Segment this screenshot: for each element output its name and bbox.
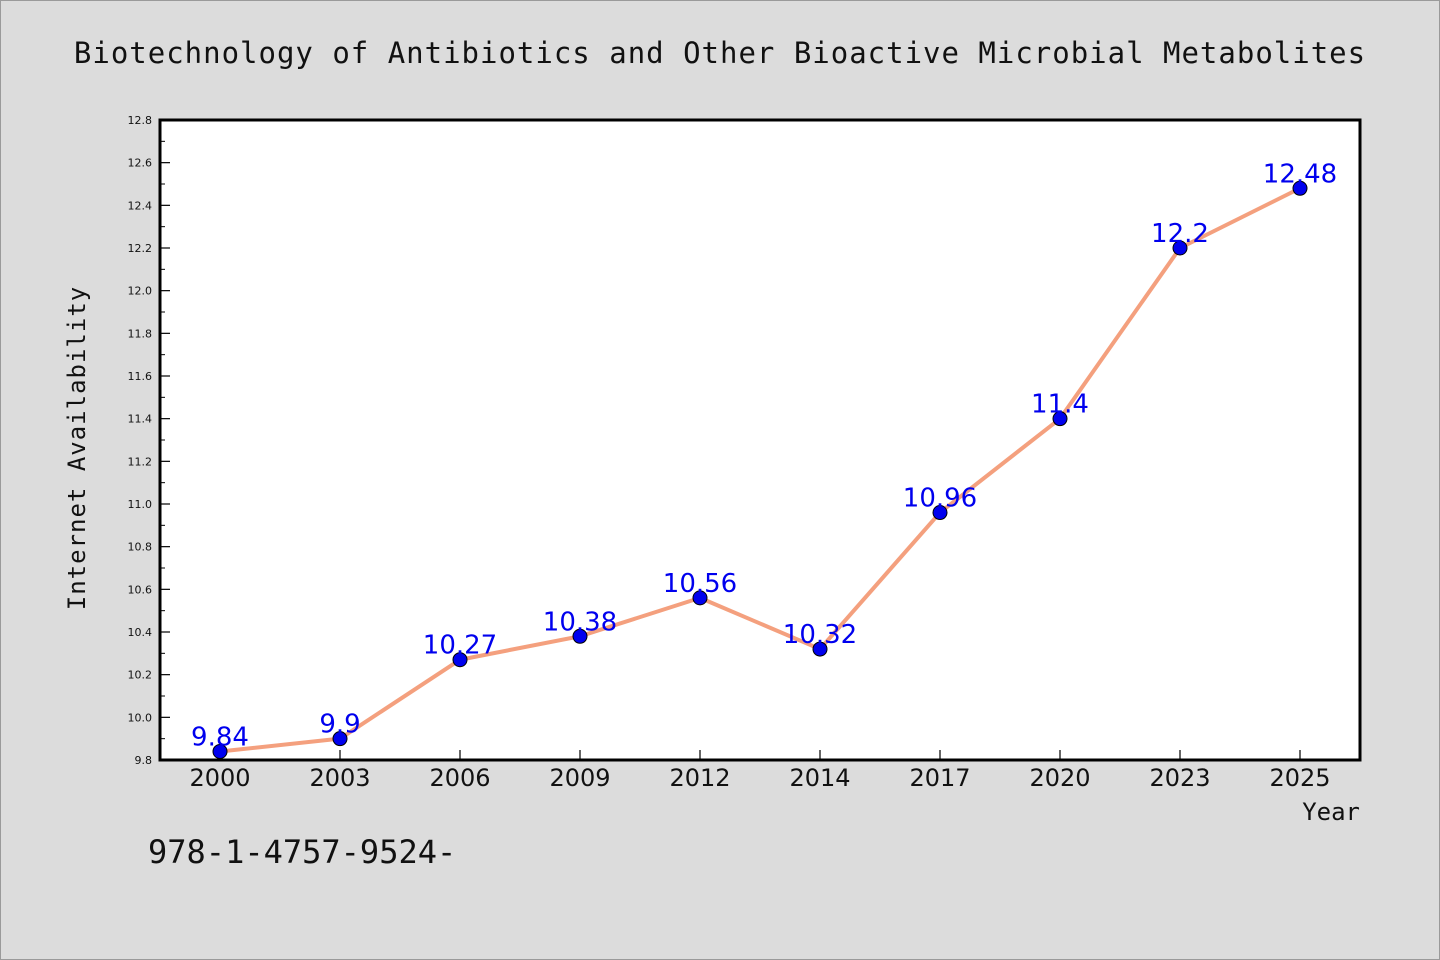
data-point <box>1292 180 1308 196</box>
isbn-text: 978-1-4757-9524- <box>148 833 456 871</box>
data-point <box>692 590 708 606</box>
y-tick-label: 10.8 <box>128 541 153 554</box>
x-tick-label: 2012 <box>669 764 730 792</box>
series-line: 9.84 9.9 10.27 10.38 10.56 10.32 10.96 11.4 12.2… <box>191 159 1337 759</box>
data-label: 11.4 <box>1031 390 1089 420</box>
y-tick-label: 12.2 <box>128 242 153 255</box>
y-axis-label: Internet Availability <box>63 286 91 610</box>
x-axis: 2000 2003 2006 2009 2012 2014 2017 2020 2023 2025 <box>189 750 1331 792</box>
data-point <box>932 505 948 521</box>
data-point <box>1172 240 1188 256</box>
y-tick-label: 11.2 <box>128 455 153 468</box>
y-tick-label: 11.0 <box>128 498 153 511</box>
data-point <box>332 731 348 747</box>
data-point <box>1052 411 1068 427</box>
x-axis-label: Year <box>1302 798 1360 826</box>
data-label: 10.32 <box>783 620 857 650</box>
y-tick-label: 10.0 <box>128 711 153 724</box>
data-point <box>572 628 588 644</box>
y-tick-label: 9.8 <box>135 754 153 767</box>
x-tick-label: 2000 <box>189 764 250 792</box>
x-tick-label: 2020 <box>1029 764 1090 792</box>
x-tick-label: 2009 <box>549 764 610 792</box>
data-label: 10.56 <box>663 569 737 599</box>
x-tick-label: 2025 <box>1269 764 1330 792</box>
y-tick-label: 10.6 <box>128 583 153 596</box>
y-axis: 9.8 10.0 10.2 10.4 10.6 10.8 11.0 11.2 11.4 11.6 1… <box>128 114 170 767</box>
y-tick-label: 12.4 <box>128 199 153 212</box>
chart-title: Biotechnology of Antibiotics and Other B… <box>74 36 1366 70</box>
data-label: 12.2 <box>1151 219 1209 249</box>
series-line-path <box>218 186 1302 754</box>
data-label: 9.84 <box>191 722 249 752</box>
y-tick-label: 11.4 <box>128 413 153 426</box>
x-tick-label: 2006 <box>429 764 490 792</box>
data-label: 10.27 <box>423 631 497 661</box>
data-label: 9.9 <box>319 710 360 740</box>
data-label: 10.38 <box>543 607 617 637</box>
y-tick-label: 12.6 <box>128 157 153 170</box>
data-point <box>212 743 228 759</box>
y-tick-label: 12.0 <box>128 285 153 298</box>
x-tick-label: 2014 <box>789 764 850 792</box>
y-tick-label: 10.2 <box>128 669 153 682</box>
data-point <box>452 652 468 668</box>
y-tick-label: 10.4 <box>128 626 153 639</box>
x-tick-label: 2023 <box>1149 764 1210 792</box>
x-tick-label: 2017 <box>909 764 970 792</box>
plot-area <box>158 118 1362 762</box>
x-tick-label: 2003 <box>309 764 370 792</box>
y-tick-label: 12.8 <box>128 114 153 127</box>
y-tick-label: 11.6 <box>128 370 153 383</box>
data-label: 10.96 <box>903 484 977 514</box>
y-tick-label: 11.8 <box>128 327 153 340</box>
data-label: 12.48 <box>1263 159 1337 189</box>
data-point <box>812 641 828 657</box>
